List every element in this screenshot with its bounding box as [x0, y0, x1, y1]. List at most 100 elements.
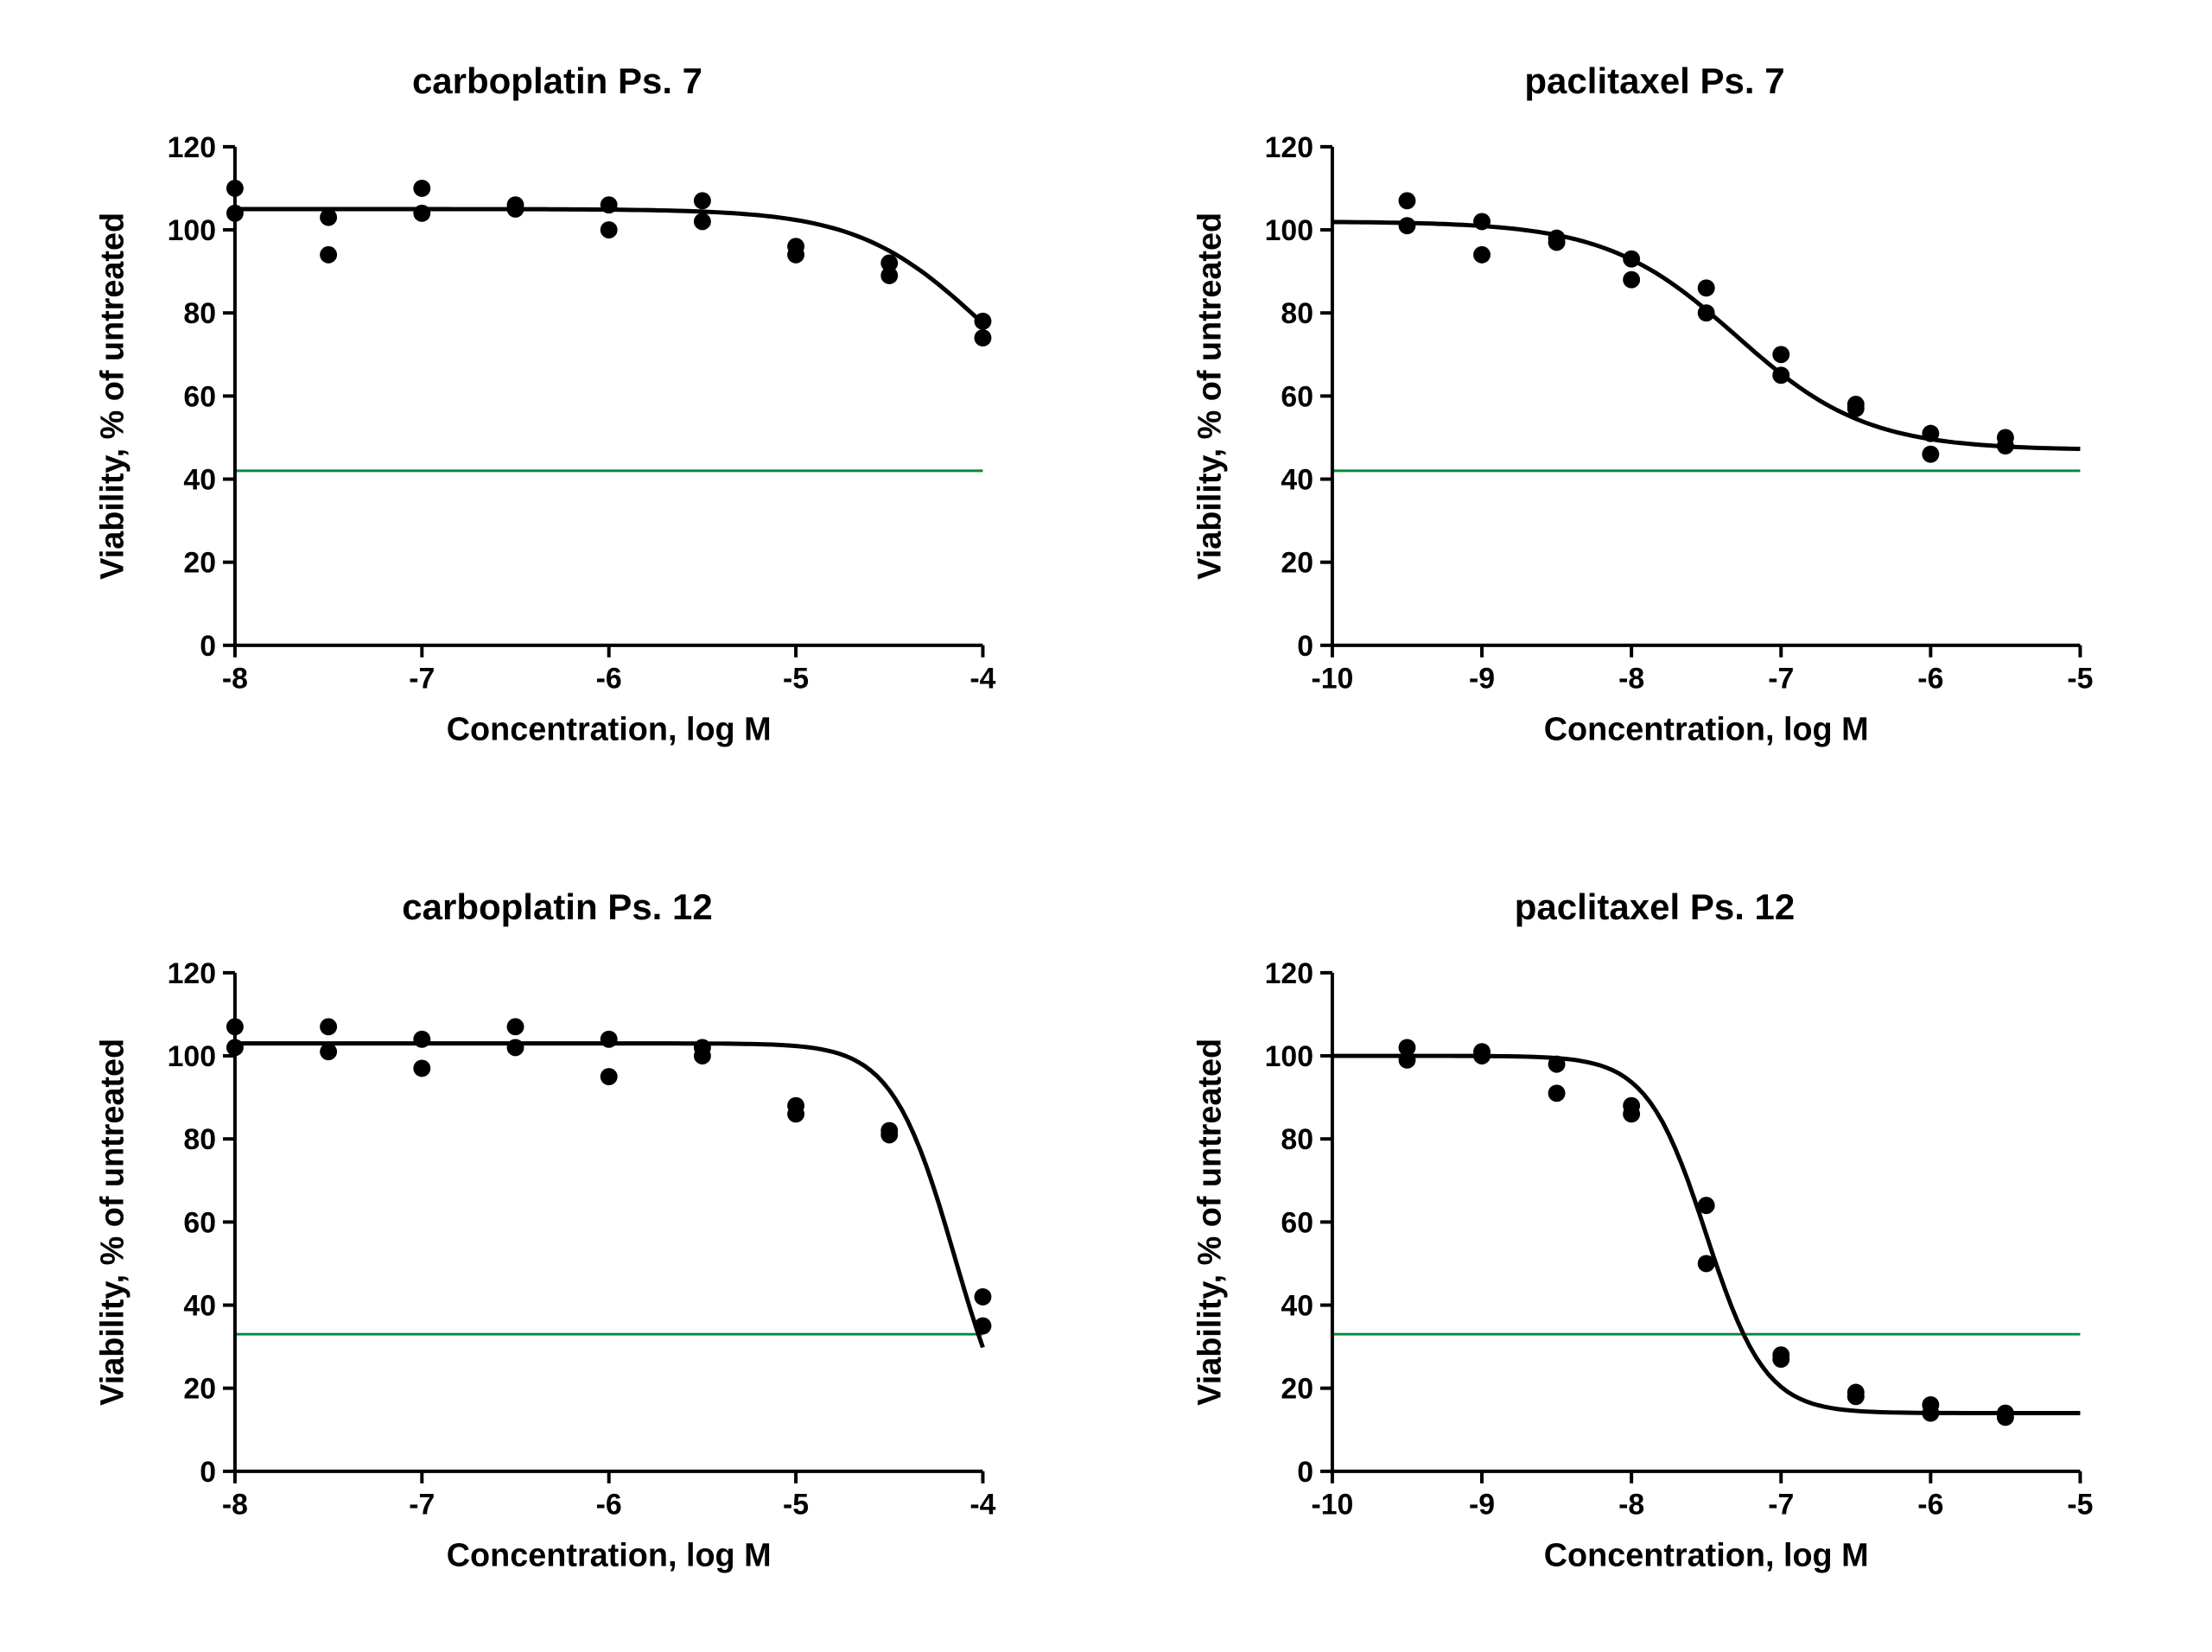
data-point — [1772, 346, 1789, 363]
data-point — [1698, 1255, 1715, 1272]
data-point — [1922, 1405, 1939, 1422]
x-tick-label: -8 — [1618, 1489, 1644, 1522]
chart-grid: carboplatin Ps. 7 0 20 40 60 80 100 120 -8 -7 -6 -… — [0, 0, 2212, 1652]
y-tick-label: 60 — [183, 380, 216, 413]
data-point — [1698, 279, 1715, 296]
data-point — [787, 1105, 804, 1122]
panel-pac7: paclitaxel Ps. 7 020406080100120-10-9-8-… — [1149, 35, 2160, 791]
data-point — [1922, 425, 1939, 442]
data-point — [975, 313, 992, 330]
plot-carbo7: 020406080100120-8-7-6-5-4Concentration, … — [52, 121, 1063, 791]
y-tick-label: 0 — [200, 630, 216, 663]
data-point — [1399, 217, 1416, 234]
data-point — [507, 200, 524, 218]
y-tick-label: 100 — [1265, 1040, 1313, 1073]
y-tick-label: 20 — [1281, 547, 1313, 580]
x-axis-label: Concentration, log M — [1544, 711, 1869, 747]
data-point — [1548, 233, 1566, 251]
data-point — [880, 267, 898, 284]
x-tick-label: -8 — [222, 663, 248, 696]
data-point — [975, 1318, 992, 1335]
y-tick-label: 120 — [1265, 957, 1313, 990]
y-tick-label: 120 — [1265, 131, 1313, 164]
x-tick-label: -7 — [1768, 1489, 1794, 1522]
x-tick-label: -5 — [783, 663, 809, 696]
x-axis-label: Concentration, log M — [447, 1537, 772, 1573]
y-tick-label: 0 — [200, 1456, 216, 1489]
x-tick-label: -6 — [1917, 663, 1943, 696]
data-point — [320, 246, 337, 264]
y-tick-label: 100 — [168, 1040, 216, 1073]
x-tick-label: -6 — [1917, 1489, 1943, 1522]
y-tick-label: 120 — [168, 957, 216, 990]
panel-title: paclitaxel Ps. 12 — [1149, 886, 2160, 928]
data-point — [1997, 1408, 2014, 1426]
x-tick-label: -10 — [1311, 1489, 1353, 1522]
data-point — [320, 1018, 337, 1035]
x-tick-label: -7 — [1768, 663, 1794, 696]
data-point — [1847, 400, 1865, 417]
data-point — [694, 192, 711, 209]
x-tick-label: -9 — [1469, 663, 1495, 696]
data-point — [1623, 271, 1640, 289]
data-point — [1772, 1350, 1789, 1368]
x-tick-label: -5 — [2067, 1489, 2093, 1522]
data-point — [1623, 1105, 1640, 1122]
y-axis-label: Viability, % of untreated — [95, 1039, 131, 1406]
data-point — [1399, 192, 1416, 209]
data-point — [1473, 1047, 1491, 1064]
data-point — [787, 246, 804, 264]
y-tick-label: 80 — [183, 297, 216, 330]
y-tick-label: 100 — [168, 214, 216, 247]
data-point — [507, 1039, 524, 1056]
y-axis-label: Viability, % of untreated — [95, 213, 131, 580]
y-tick-label: 40 — [1281, 1289, 1313, 1322]
y-tick-label: 120 — [168, 131, 216, 164]
data-point — [507, 1018, 524, 1035]
y-tick-label: 60 — [183, 1206, 216, 1239]
x-tick-label: -5 — [783, 1489, 809, 1522]
panel-carbo12: carboplatin Ps. 12 020406080100120-8-7-6… — [52, 861, 1063, 1617]
data-point — [694, 213, 711, 230]
panel-pac12: paclitaxel Ps. 12 020406080100120-10-9-8… — [1149, 861, 2160, 1617]
y-tick-label: 40 — [183, 1289, 216, 1322]
data-point — [975, 1288, 992, 1306]
x-tick-label: -9 — [1469, 1489, 1495, 1522]
data-point — [1399, 1052, 1416, 1069]
y-tick-label: 100 — [1265, 214, 1313, 247]
data-point — [601, 1031, 618, 1048]
data-point — [1997, 437, 2014, 454]
plot-carbo12: 020406080100120-8-7-6-5-4Concentration, … — [52, 947, 1063, 1617]
panel-title: paclitaxel Ps. 7 — [1149, 60, 2160, 102]
y-tick-label: 80 — [1281, 1123, 1313, 1156]
y-tick-label: 20 — [183, 1373, 216, 1406]
data-point — [694, 1047, 711, 1064]
y-tick-label: 0 — [1297, 1456, 1313, 1489]
data-point — [1623, 251, 1640, 268]
x-tick-label: -5 — [2067, 663, 2093, 696]
panel-title: carboplatin Ps. 12 — [52, 886, 1063, 928]
data-point — [1548, 1056, 1566, 1073]
fitted-curve — [1332, 1056, 2081, 1413]
y-tick-label: 40 — [183, 463, 216, 496]
data-point — [601, 221, 618, 238]
data-point — [413, 180, 430, 197]
data-point — [601, 196, 618, 213]
data-point — [1548, 1084, 1566, 1102]
x-axis-label: Concentration, log M — [447, 711, 772, 747]
data-point — [1847, 1388, 1865, 1405]
panel-title: carboplatin Ps. 7 — [52, 60, 1063, 102]
x-tick-label: -6 — [596, 1489, 622, 1522]
fitted-curve — [235, 1044, 983, 1348]
data-point — [413, 1059, 430, 1077]
data-point — [320, 209, 337, 226]
data-point — [601, 1068, 618, 1085]
y-tick-label: 20 — [183, 547, 216, 580]
y-axis-label: Viability, % of untreated — [1192, 1039, 1229, 1406]
y-tick-label: 80 — [183, 1123, 216, 1156]
data-point — [1473, 246, 1491, 264]
data-point — [1473, 213, 1491, 230]
x-tick-label: -7 — [409, 663, 435, 696]
data-point — [1922, 446, 1939, 463]
x-tick-label: -4 — [969, 663, 995, 696]
